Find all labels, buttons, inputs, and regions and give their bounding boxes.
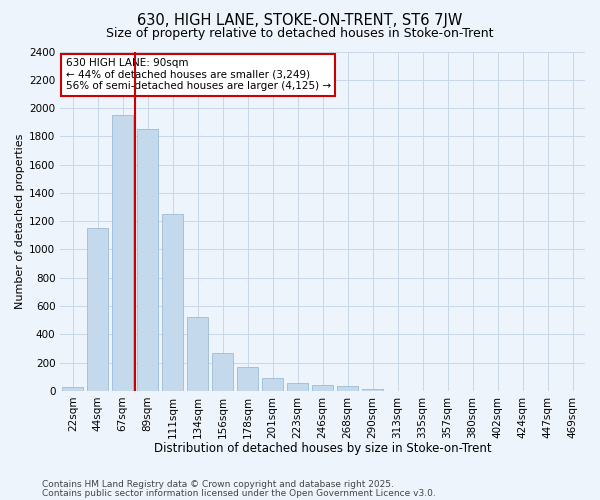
Y-axis label: Number of detached properties: Number of detached properties	[15, 134, 25, 309]
Bar	[362, 390, 383, 391]
Text: Size of property relative to detached houses in Stoke-on-Trent: Size of property relative to detached ho…	[106, 28, 494, 40]
Text: 630, HIGH LANE, STOKE-ON-TRENT, ST6 7JW: 630, HIGH LANE, STOKE-ON-TRENT, ST6 7JW	[137, 12, 463, 28]
X-axis label: Distribution of detached houses by size in Stoke-on-Trent: Distribution of detached houses by size …	[154, 442, 491, 455]
Bar	[187, 318, 208, 391]
Text: Contains public sector information licensed under the Open Government Licence v3: Contains public sector information licen…	[42, 489, 436, 498]
Bar	[262, 378, 283, 391]
Text: 630 HIGH LANE: 90sqm
← 44% of detached houses are smaller (3,249)
56% of semi-de: 630 HIGH LANE: 90sqm ← 44% of detached h…	[65, 58, 331, 92]
Bar	[62, 386, 83, 391]
Bar	[137, 130, 158, 391]
Bar	[237, 367, 258, 391]
Bar	[162, 214, 184, 391]
Bar	[112, 115, 133, 391]
Bar	[337, 386, 358, 391]
Bar	[212, 352, 233, 391]
Bar	[287, 383, 308, 391]
Bar	[87, 228, 109, 391]
Bar	[312, 385, 333, 391]
Text: Contains HM Land Registry data © Crown copyright and database right 2025.: Contains HM Land Registry data © Crown c…	[42, 480, 394, 489]
